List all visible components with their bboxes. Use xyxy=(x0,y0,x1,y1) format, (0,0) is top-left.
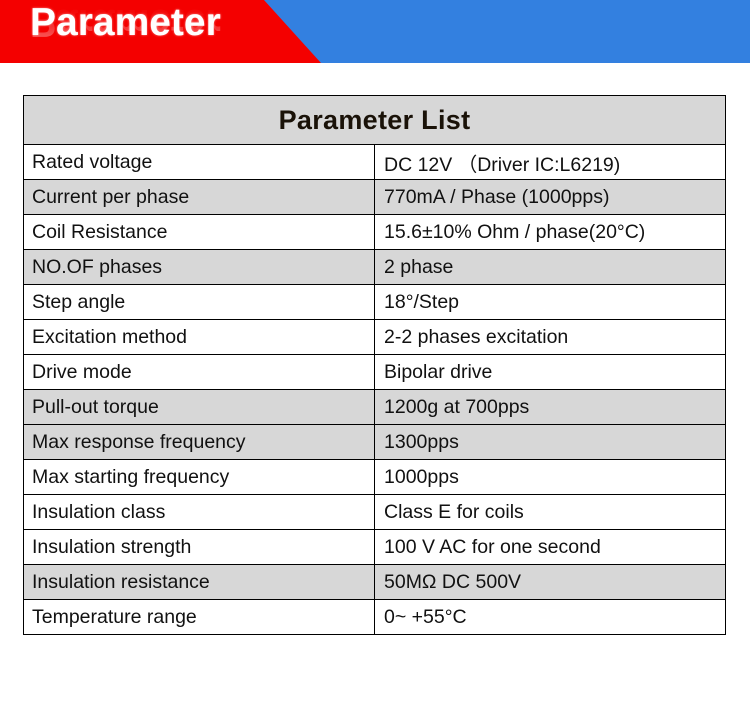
table-row: NO.OF phases 2 phase xyxy=(23,249,726,285)
parameter-name-cell: Current per phase xyxy=(23,179,375,215)
parameter-name-cell: Temperature range xyxy=(23,599,375,635)
parameter-name-cell: Step angle xyxy=(23,284,375,320)
parameter-value-cell: 50MΩ DC 500V xyxy=(374,564,726,600)
parameter-value-cell: 770mA / Phase (1000pps) xyxy=(374,179,726,215)
parameter-list-body: Parameter List Rated voltage DC 12V （Driv… xyxy=(23,95,726,635)
parameter-name-cell: Drive mode xyxy=(23,354,375,390)
parameter-name-cell: Max response frequency xyxy=(23,424,375,460)
parameter-name-cell: Insulation strength xyxy=(23,529,375,565)
parameter-value-cell: Class E for coils xyxy=(374,494,726,530)
table-row: Insulation resistance 50MΩ DC 500V xyxy=(23,564,726,600)
table-row: Excitation method 2-2 phases excitation xyxy=(23,319,726,355)
parameter-value-cell: 15.6±10% Ohm / phase(20°C) xyxy=(374,214,726,250)
parameter-name-cell: Excitation method xyxy=(23,319,375,355)
page-banner: Parameter Parameter xyxy=(0,0,750,63)
table-row: Temperature range 0~ +55°C xyxy=(23,599,726,635)
table-row: Current per phase 770mA / Phase (1000pps) xyxy=(23,179,726,215)
table-row: Drive mode Bipolar drive xyxy=(23,354,726,390)
table-row: Coil Resistance 15.6±10% Ohm / phase(20°C… xyxy=(23,214,726,250)
table-row: Rated voltage DC 12V （Driver IC:L6219) xyxy=(23,144,726,180)
parameter-value-cell: Bipolar drive xyxy=(374,354,726,390)
parameter-value-cell: 0~ +55°C xyxy=(374,599,726,635)
table-row: Max starting frequency 1000pps xyxy=(23,459,726,495)
parameter-value-cell: 18°/Step xyxy=(374,284,726,320)
parameter-value-cell: 1200g at 700pps xyxy=(374,389,726,425)
parameter-name-cell: Insulation resistance xyxy=(23,564,375,600)
table-header-row: Parameter List xyxy=(23,95,726,145)
parameter-value-cell: 1000pps xyxy=(374,459,726,495)
banner-red-shape xyxy=(0,0,321,63)
parameter-name-cell: Max starting frequency xyxy=(23,459,375,495)
table-row: Pull-out torque 1200g at 700pps xyxy=(23,389,726,425)
table-row: Max response frequency 1300pps xyxy=(23,424,726,460)
parameter-value-cell: 100 V AC for one second xyxy=(374,529,726,565)
parameter-value-cell: 2 phase xyxy=(374,249,726,285)
parameter-name-cell: Insulation class xyxy=(23,494,375,530)
parameter-name-cell: Coil Resistance xyxy=(23,214,375,250)
parameter-name-cell: Pull-out torque xyxy=(23,389,375,425)
parameter-value-cell: 1300pps xyxy=(374,424,726,460)
parameter-value-cell: 2-2 phases excitation xyxy=(374,319,726,355)
parameter-list-table: Parameter List Rated voltage DC 12V （Driv… xyxy=(23,95,726,635)
parameter-value-cell: DC 12V （Driver IC:L6219) xyxy=(374,144,726,180)
parameter-name-cell: NO.OF phases xyxy=(23,249,375,285)
table-row: Insulation strength 100 V AC for one seco… xyxy=(23,529,726,565)
table-row: Step angle 18°/Step xyxy=(23,284,726,320)
table-title: Parameter List xyxy=(23,95,726,145)
table-row: Insulation class Class E for coils xyxy=(23,494,726,530)
parameter-name-cell: Rated voltage xyxy=(23,144,375,180)
